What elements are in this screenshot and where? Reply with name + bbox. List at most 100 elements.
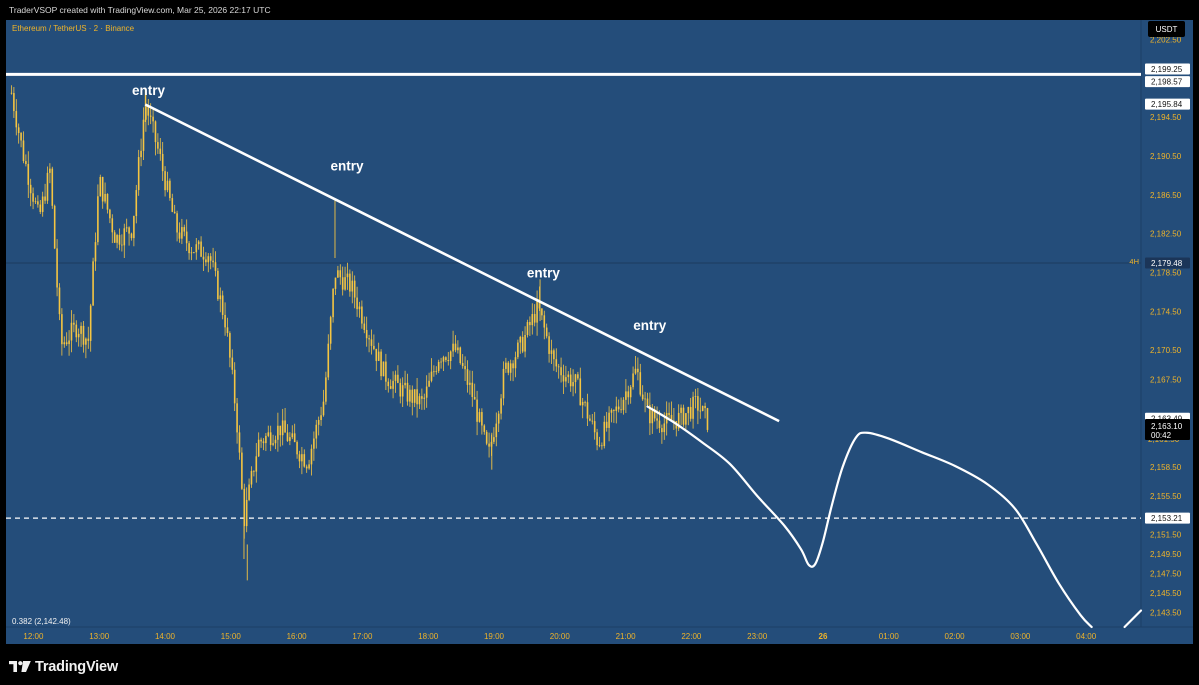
candle-body bbox=[521, 336, 524, 352]
candle-body bbox=[493, 437, 495, 442]
candle-body bbox=[188, 243, 190, 254]
candle-body bbox=[416, 389, 418, 405]
timeframe-label: 4H bbox=[1129, 257, 1139, 266]
candle-body bbox=[25, 161, 27, 165]
candle-body bbox=[375, 348, 378, 361]
tradingview-logo[interactable]: TradingView bbox=[9, 657, 118, 677]
candle-body bbox=[351, 280, 354, 292]
candle-body bbox=[147, 105, 150, 116]
candle-body bbox=[296, 442, 298, 455]
candle-body bbox=[27, 164, 30, 185]
candle-body bbox=[341, 277, 344, 290]
candle-body bbox=[298, 454, 301, 462]
candle-body bbox=[118, 235, 121, 245]
candle-body bbox=[481, 412, 483, 426]
candle-body bbox=[13, 93, 15, 112]
candle-body bbox=[317, 419, 320, 425]
candle-body bbox=[706, 408, 709, 430]
candle-body bbox=[418, 396, 421, 405]
candle-body bbox=[670, 414, 673, 421]
candle-body bbox=[586, 402, 589, 419]
price-chart[interactable]: Ethereum / TetherUS · 2 · Binance entrye… bbox=[0, 20, 1199, 650]
candle-body bbox=[154, 121, 157, 143]
candle-body bbox=[541, 308, 543, 316]
candle-body bbox=[469, 382, 471, 385]
candle-body bbox=[236, 403, 238, 433]
candle-body bbox=[581, 401, 584, 406]
candle-body bbox=[61, 314, 63, 345]
candle-body bbox=[689, 407, 692, 419]
candle-body bbox=[368, 338, 370, 340]
candle-body bbox=[181, 227, 183, 239]
candle-body bbox=[265, 435, 267, 444]
time-axis[interactable] bbox=[6, 627, 1193, 644]
candle-body bbox=[34, 201, 37, 203]
candle-body bbox=[149, 115, 152, 117]
candle-body bbox=[262, 441, 265, 444]
candle-body bbox=[692, 396, 694, 419]
currency-badge[interactable]: USDT bbox=[1148, 21, 1185, 37]
candle-body bbox=[159, 148, 162, 154]
candle-body bbox=[543, 315, 546, 328]
candle-body bbox=[567, 374, 570, 378]
candle-body bbox=[231, 357, 234, 370]
candle-body bbox=[269, 432, 272, 445]
candle-body bbox=[445, 357, 447, 360]
candle-body bbox=[514, 357, 517, 369]
price-tag-box bbox=[1145, 63, 1190, 75]
candle-body bbox=[349, 273, 351, 292]
candle-body bbox=[245, 499, 248, 527]
price-tag-box bbox=[1145, 257, 1190, 269]
candle-body bbox=[15, 111, 18, 128]
candle-body bbox=[224, 314, 226, 328]
candle-body bbox=[44, 196, 46, 201]
candle-body bbox=[358, 306, 361, 310]
candle-body bbox=[632, 373, 634, 388]
time-tick-label: 19:00 bbox=[484, 632, 505, 641]
time-tick-label: 26 bbox=[819, 632, 828, 641]
candle-body bbox=[435, 371, 438, 372]
price-tag-label: 2,163.49 bbox=[1151, 414, 1183, 423]
candle-body bbox=[598, 445, 601, 447]
horizontal-levels bbox=[6, 72, 1141, 519]
candle-body bbox=[668, 412, 670, 415]
candle-body bbox=[128, 227, 130, 234]
candle-body bbox=[17, 127, 20, 134]
candle-body bbox=[111, 218, 114, 233]
candle-body bbox=[617, 406, 620, 410]
candle-body bbox=[241, 452, 243, 489]
candle-body bbox=[197, 241, 200, 245]
candle-body bbox=[267, 432, 270, 436]
candle-body bbox=[106, 193, 109, 210]
candle-body bbox=[502, 368, 505, 399]
candle-body bbox=[183, 227, 186, 232]
candle-body bbox=[101, 176, 104, 202]
candle-body bbox=[639, 372, 642, 395]
candle-body bbox=[459, 347, 462, 363]
candle-body bbox=[310, 448, 313, 465]
candle-body bbox=[116, 235, 118, 243]
candle-body bbox=[442, 357, 445, 362]
candle-body bbox=[169, 180, 171, 199]
candle-body bbox=[22, 140, 25, 162]
trendline-group[interactable] bbox=[144, 103, 780, 423]
time-tick-label: 03:00 bbox=[1010, 632, 1031, 641]
candle-body bbox=[500, 398, 502, 414]
candle-body bbox=[466, 369, 469, 385]
candle-body bbox=[485, 431, 488, 444]
candle-body bbox=[413, 389, 416, 403]
candle-body bbox=[613, 410, 615, 411]
candle-body bbox=[373, 345, 375, 349]
price-tick-label: 2,149.50 bbox=[1150, 550, 1182, 559]
candle-body bbox=[195, 244, 198, 253]
candle-body bbox=[281, 420, 284, 436]
descending-trendline[interactable] bbox=[144, 103, 780, 423]
candle-body bbox=[370, 339, 373, 346]
candle-body bbox=[130, 233, 133, 239]
candle-body bbox=[39, 204, 42, 212]
price-axis[interactable] bbox=[1141, 20, 1193, 644]
candle-body bbox=[553, 350, 555, 360]
candle-body bbox=[209, 256, 212, 261]
entry-label: entry bbox=[331, 159, 365, 174]
candle-body bbox=[629, 387, 632, 398]
